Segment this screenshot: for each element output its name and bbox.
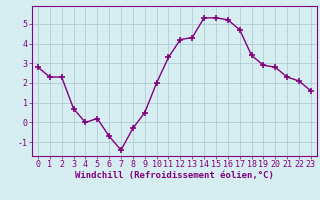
X-axis label: Windchill (Refroidissement éolien,°C): Windchill (Refroidissement éolien,°C) (75, 171, 274, 180)
